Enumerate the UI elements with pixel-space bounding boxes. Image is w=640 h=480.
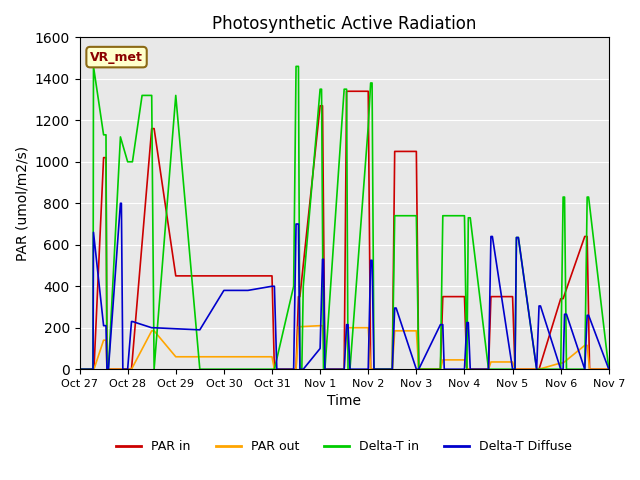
Legend: PAR in, PAR out, Delta-T in, Delta-T Diffuse: PAR in, PAR out, Delta-T in, Delta-T Dif… bbox=[111, 435, 577, 458]
Title: Photosynthetic Active Radiation: Photosynthetic Active Radiation bbox=[212, 15, 476, 33]
X-axis label: Time: Time bbox=[327, 395, 361, 408]
Text: VR_met: VR_met bbox=[90, 50, 143, 64]
Y-axis label: PAR (umol/m2/s): PAR (umol/m2/s) bbox=[15, 146, 29, 261]
